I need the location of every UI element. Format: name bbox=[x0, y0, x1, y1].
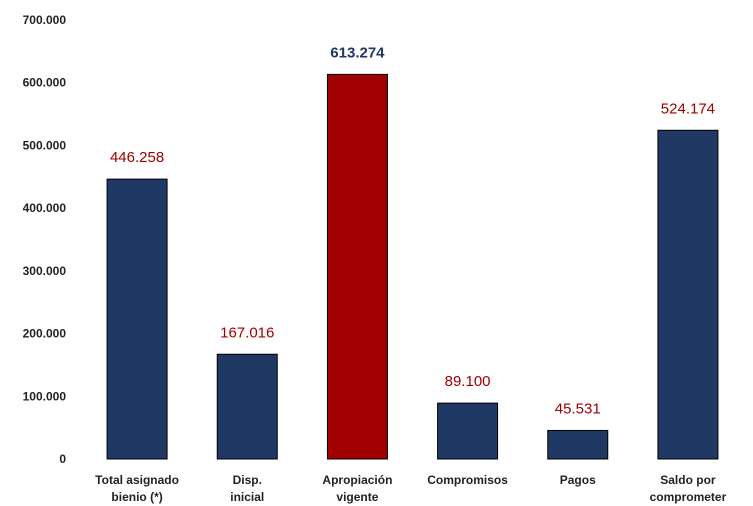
x-tick-label: Pagos bbox=[560, 473, 596, 487]
y-tick-label: 500.000 bbox=[23, 138, 67, 152]
bar bbox=[216, 353, 278, 460]
data-label: 45.531 bbox=[555, 400, 601, 417]
data-label: 613.274 bbox=[330, 44, 385, 61]
data-labels: 446.258 167.016 613.274 89.100 45.531 524.174 bbox=[110, 44, 715, 417]
bar bbox=[326, 73, 388, 460]
y-tick-label: 600.000 bbox=[23, 76, 67, 90]
x-tick-label: Apropiación vigente bbox=[322, 473, 392, 504]
bar bbox=[547, 429, 609, 460]
x-tick-label: Saldo por comprometer bbox=[650, 473, 727, 504]
y-tick-label: 400.000 bbox=[23, 201, 67, 215]
bar bbox=[437, 402, 499, 460]
data-label: 167.016 bbox=[220, 324, 274, 341]
x-tick-label: Disp. inicial bbox=[230, 473, 264, 504]
x-tick-label: Total asignado bienio (*) bbox=[95, 473, 179, 504]
bar bbox=[106, 178, 168, 460]
x-tick-label: Compromisos bbox=[427, 473, 508, 487]
bar bbox=[657, 129, 719, 460]
y-tick-label: 300.000 bbox=[23, 264, 67, 278]
data-label: 89.100 bbox=[445, 373, 491, 390]
y-tick-label: 0 bbox=[59, 452, 66, 466]
y-axis: 0 100.000 200.000 300.000 400.000 500.000 600.… bbox=[23, 13, 67, 466]
y-tick-label: 100.000 bbox=[23, 389, 67, 403]
x-axis: Total asignado bienio (*) Disp. inicial Apro… bbox=[95, 473, 726, 504]
y-tick-label: 700.000 bbox=[23, 13, 67, 27]
data-label: 446.258 bbox=[110, 149, 164, 166]
y-tick-label: 200.000 bbox=[23, 327, 67, 341]
bars bbox=[106, 73, 719, 460]
data-label: 524.174 bbox=[661, 100, 715, 117]
